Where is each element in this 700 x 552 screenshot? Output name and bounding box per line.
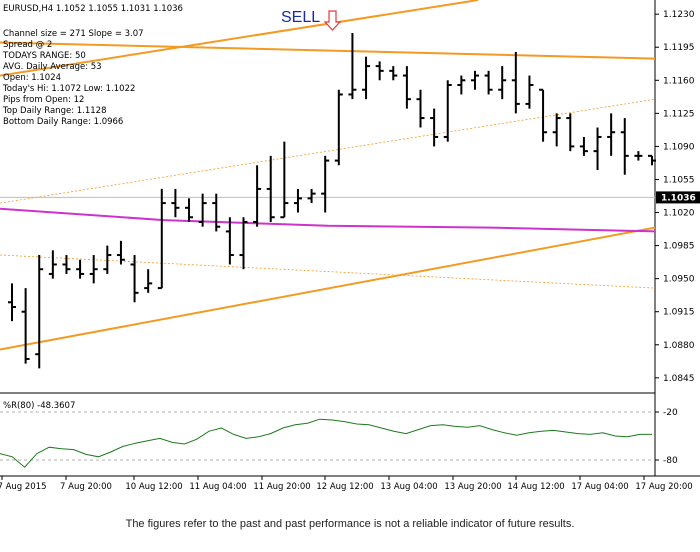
time-tick-label: 13 Aug 04:00 bbox=[380, 482, 437, 492]
time-tick-label: 10 Aug 12:00 bbox=[125, 482, 182, 492]
info-line: Spread @ 2 bbox=[3, 40, 53, 50]
price-tick-label: 1.0845 bbox=[663, 374, 695, 384]
time-tick-label: 12 Aug 12:00 bbox=[316, 482, 373, 492]
disclaimer: The figures refer to the past and past p… bbox=[125, 518, 575, 530]
price-chart[interactable]: 1.1230 1.1195 1.1160 1.1125 1.1090 1.1055 1.10… bbox=[0, 0, 700, 495]
price-tick-label: 1.0880 bbox=[663, 341, 695, 351]
info-line: Pips from Open: 12 bbox=[3, 95, 85, 105]
price-tick-label: 1.1055 bbox=[663, 175, 695, 185]
moving-average-line bbox=[0, 207, 656, 233]
info-line: Open: 1.1024 bbox=[3, 73, 62, 83]
channel-line bbox=[0, 98, 656, 204]
price-tick-label: 1.0915 bbox=[663, 308, 695, 318]
time-tick-label: 7 Aug 2015 bbox=[0, 482, 47, 492]
time-tick-label: 11 Aug 20:00 bbox=[253, 482, 310, 492]
down-arrow-shape bbox=[323, 10, 342, 31]
indicator-title: %R(80) -48.3607 bbox=[3, 401, 75, 411]
price-tick-label: 1.0950 bbox=[663, 275, 695, 285]
time-tick-label: 14 Aug 12:00 bbox=[507, 482, 564, 492]
price-tick-label: 1.1230 bbox=[663, 10, 695, 20]
price-tick-label: 1.1125 bbox=[663, 109, 695, 119]
price-tick-label: 1.1090 bbox=[663, 142, 695, 152]
time-tick-label: 11 Aug 04:00 bbox=[189, 482, 246, 492]
main-plot-area bbox=[0, 0, 655, 392]
time-tick-label: 7 Aug 20:00 bbox=[60, 482, 112, 492]
info-line: Today's Hi: 1.1072 Low: 1.1022 bbox=[3, 84, 136, 94]
info-line: Channel size = 271 Slope = 3.07 bbox=[3, 29, 144, 39]
price-tick-label: 1.1020 bbox=[663, 209, 695, 219]
down-arrow-icon bbox=[323, 10, 342, 31]
grid bbox=[0, 0, 700, 477]
williams-r-indicator: %R(80) -48.3607 -20 -80 bbox=[0, 401, 678, 468]
channel-line bbox=[0, 226, 656, 351]
channel-line bbox=[0, 254, 656, 289]
time-tick-label: 13 Aug 20:00 bbox=[444, 482, 501, 492]
channel-line bbox=[0, 0, 479, 77]
info-line: AVG. Daily Average: 53 bbox=[3, 62, 102, 72]
price-tick-label: 1.1160 bbox=[663, 76, 695, 86]
time-axis: 7 Aug 2015 7 Aug 20:00 10 Aug 12:00 11 Aug … bbox=[0, 476, 693, 492]
info-line: TODAYS RANGE: 50 bbox=[3, 51, 86, 61]
indicator-tick-label: -80 bbox=[663, 456, 678, 466]
info-line: Bottom Daily Range: 1.0966 bbox=[3, 117, 124, 127]
ohlc-bars bbox=[8, 33, 656, 369]
current-price-tag bbox=[656, 191, 700, 204]
price-tick-label: 1.1195 bbox=[663, 43, 695, 53]
info-line: Top Daily Range: 1.1128 bbox=[3, 106, 107, 116]
price-tick-label: 1.0985 bbox=[663, 242, 695, 252]
price-axis: 1.1230 1.1195 1.1160 1.1125 1.1090 1.1055 1.10… bbox=[655, 10, 700, 384]
time-tick-label: 17 Aug 04:00 bbox=[571, 482, 628, 492]
channel-line bbox=[0, 41, 656, 60]
sell-signal-label: SELL bbox=[281, 9, 321, 26]
time-tick-label: 17 Aug 20:00 bbox=[635, 482, 692, 492]
williams-r-line bbox=[0, 418, 652, 468]
current-price-label: 1.1036 bbox=[661, 193, 696, 203]
symbol-header: EURUSD,H4 1.1052 1.1055 1.1031 1.1036 bbox=[3, 4, 183, 14]
indicator-tick-label: -20 bbox=[663, 408, 678, 418]
channel-lines bbox=[0, 0, 656, 351]
